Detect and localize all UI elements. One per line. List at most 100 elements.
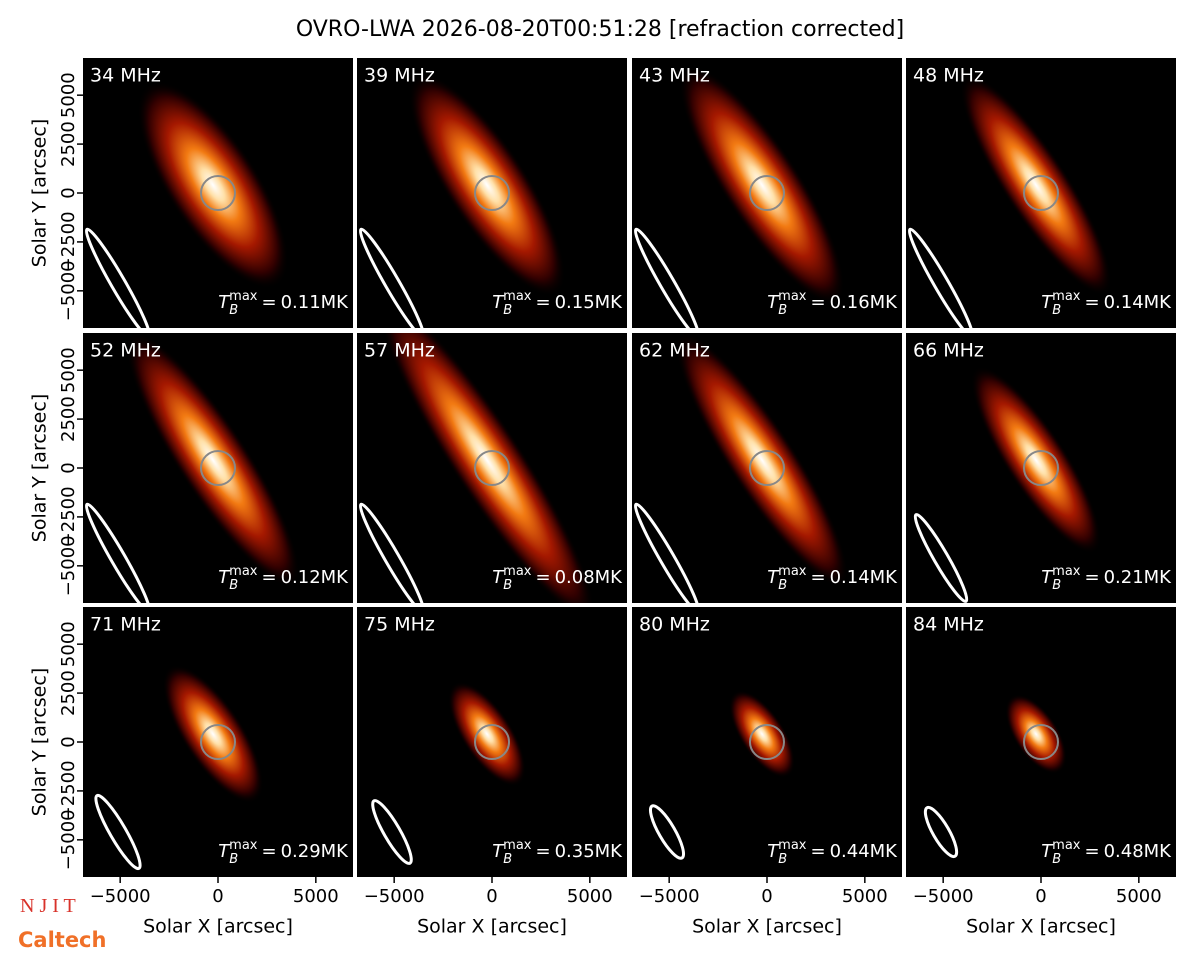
panel — [632, 607, 902, 877]
solar-disk — [474, 724, 510, 760]
tb-max-label: TBmax = 0.12MK — [218, 564, 349, 593]
tb-sup: max — [1052, 838, 1081, 853]
frequency-label: 43 MHz — [639, 65, 710, 87]
y-axis-label: Solar Y [arcsec] — [29, 668, 51, 816]
figure-title: OVRO-LWA 2026-08-20T00:51:28 [refraction… — [296, 17, 904, 42]
tb-sub: B — [778, 852, 787, 867]
emission-image — [960, 74, 1112, 296]
solar-disk — [200, 724, 236, 760]
emission-image — [679, 65, 845, 305]
beam — [633, 502, 701, 603]
beam — [84, 502, 152, 603]
tb-value: 0.12MK — [281, 567, 350, 588]
tb-max-label: TBmax = 0.14MK — [767, 564, 898, 593]
frequency-label: 57 MHz — [364, 340, 435, 362]
emission-image — [137, 81, 289, 289]
tb-sup: max — [778, 564, 807, 579]
y-tick-label: 0 — [58, 462, 79, 473]
tb-symbol: T — [218, 292, 231, 313]
tb-sup: max — [229, 289, 258, 304]
tb-eq: = — [261, 292, 276, 313]
frequency-label: 48 MHz — [913, 65, 984, 87]
x-tick-label: 5000 — [293, 886, 339, 907]
tb-value: 0.14MK — [1104, 292, 1173, 313]
frequency-label: 75 MHz — [364, 614, 435, 636]
x-tick-label: −5000 — [90, 886, 151, 907]
tb-eq: = — [1084, 841, 1099, 862]
tb-sup: max — [229, 564, 258, 579]
tb-sub: B — [778, 578, 787, 593]
solar-disk — [200, 175, 236, 211]
y-tick-label: −2500 — [58, 486, 79, 547]
frequency-label: 66 MHz — [913, 340, 984, 362]
solar-disk — [749, 450, 785, 486]
panel — [632, 58, 902, 328]
tb-value: 0.11MK — [281, 292, 350, 313]
tb-eq: = — [261, 567, 276, 588]
x-tick-label: 0 — [1035, 886, 1046, 907]
tb-max-label: TBmax = 0.14MK — [1041, 289, 1172, 318]
y-axis-label: Solar Y [arcsec] — [29, 119, 51, 267]
tb-value: 0.44MK — [830, 841, 899, 862]
tb-eq: = — [810, 292, 825, 313]
tb-eq: = — [1084, 567, 1099, 588]
panel — [357, 607, 627, 877]
logo-njit: N J I T — [20, 895, 76, 917]
tb-eq: = — [535, 292, 550, 313]
y-tick-label: −5000 — [58, 260, 79, 321]
frequency-label: 52 MHz — [90, 340, 161, 362]
tb-max-label: TBmax = 0.15MK — [492, 289, 623, 318]
x-tick-label: 0 — [212, 886, 223, 907]
tb-eq: = — [535, 841, 550, 862]
frequency-label: 84 MHz — [913, 614, 984, 636]
frequency-label: 62 MHz — [639, 340, 710, 362]
solar-disk — [749, 724, 785, 760]
tb-sub: B — [229, 578, 238, 593]
emission-image — [126, 333, 300, 588]
y-tick-label: −5000 — [58, 535, 79, 596]
y-tick-label: −2500 — [58, 211, 79, 272]
tb-value: 0.15MK — [555, 292, 624, 313]
tb-sup: max — [1052, 564, 1081, 579]
solar-disk — [749, 175, 785, 211]
y-tick-label: −2500 — [58, 760, 79, 821]
tb-symbol: T — [492, 567, 505, 588]
tb-value: 0.08MK — [555, 567, 624, 588]
tb-max-label: TBmax = 0.48MK — [1041, 838, 1172, 867]
tb-symbol: T — [767, 567, 780, 588]
tb-symbol: T — [767, 292, 780, 313]
tb-value: 0.16MK — [830, 292, 899, 313]
tb-max-label: TBmax = 0.16MK — [767, 289, 898, 318]
frequency-label: 34 MHz — [90, 65, 161, 87]
tb-symbol: T — [492, 292, 505, 313]
tb-sub: B — [229, 303, 238, 318]
beam — [923, 805, 959, 859]
x-tick-label: 0 — [486, 886, 497, 907]
tb-sup: max — [229, 838, 258, 853]
tb-value: 0.21MK — [1104, 567, 1173, 588]
solar-disk — [200, 450, 236, 486]
y-tick-label: 2500 — [58, 396, 79, 442]
tb-sub: B — [1052, 303, 1061, 318]
y-axis-label: Solar Y [arcsec] — [29, 394, 51, 542]
tb-eq: = — [535, 567, 550, 588]
emission-image — [379, 333, 595, 603]
x-axis-label: Solar X [arcsec] — [966, 916, 1116, 938]
tb-symbol: T — [218, 567, 231, 588]
frequency-label: 71 MHz — [90, 614, 161, 636]
x-tick-label: 0 — [761, 886, 772, 907]
beam — [913, 513, 969, 603]
y-tick-label: 0 — [58, 187, 79, 198]
y-tick-label: 5000 — [58, 621, 79, 667]
y-tick-label: −5000 — [58, 809, 79, 870]
panel — [906, 607, 1176, 877]
tb-sup: max — [778, 289, 807, 304]
emission-image — [448, 681, 526, 787]
tb-symbol: T — [1041, 567, 1054, 588]
solar-disk — [474, 175, 510, 211]
tb-eq: = — [1084, 292, 1099, 313]
emission-image — [408, 73, 566, 297]
tb-sub: B — [503, 303, 512, 318]
tb-symbol: T — [1041, 292, 1054, 313]
